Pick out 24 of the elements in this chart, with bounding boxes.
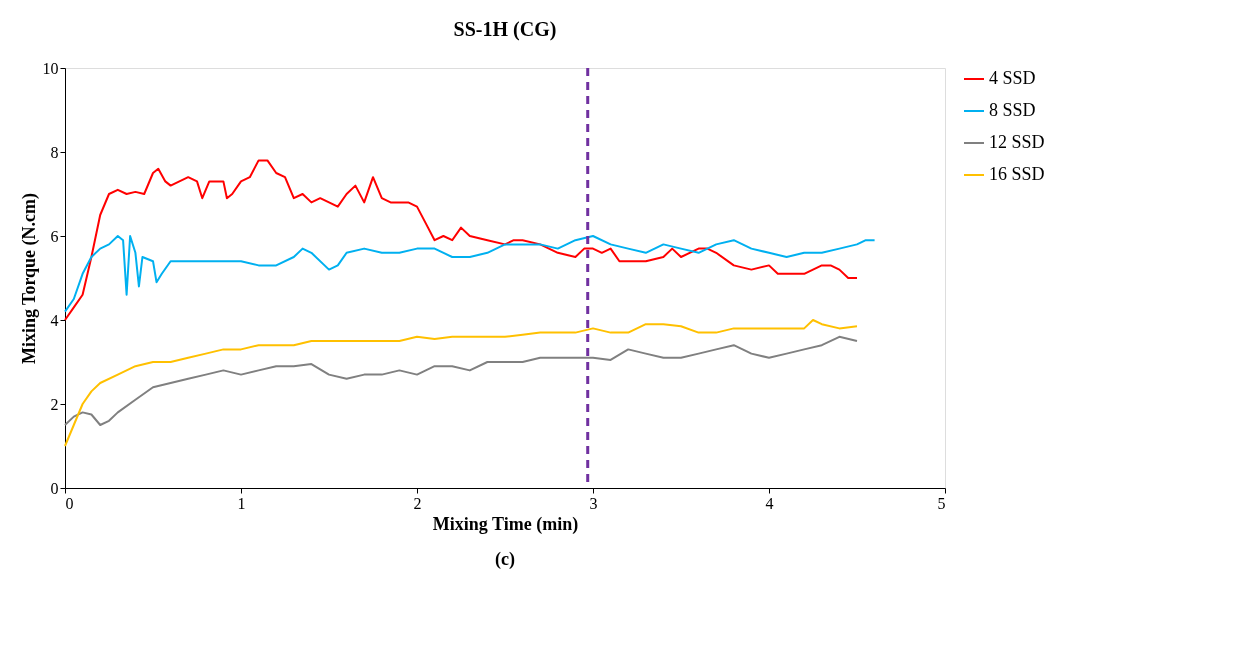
x-tick-label: 1: [237, 494, 246, 512]
x-tick-label: 5: [937, 494, 946, 512]
legend-label: 12 SSD: [989, 132, 1045, 152]
x-tick-label: 2: [413, 494, 422, 512]
line-series: [64, 159, 858, 321]
y-tick-label: 0: [50, 479, 59, 497]
legend-label: 8 SSD: [989, 100, 1036, 120]
y-tick-label: 6: [50, 227, 59, 245]
y-axis-title: Mixing Torque (N.cm): [18, 192, 40, 365]
y-tick-label: 8: [50, 143, 59, 161]
chart-title: SS-1H (CG): [453, 18, 557, 41]
x-axis-title: Mixing Time (min): [432, 513, 579, 535]
x-tick-label: 3: [589, 494, 598, 512]
y-tick-label: 10: [42, 59, 59, 77]
x-tick-label: 4: [765, 494, 774, 512]
y-tick-label: 2: [50, 395, 59, 413]
line-series: [64, 335, 858, 426]
text: (c): [495, 549, 515, 570]
legend-label: 16 SSD: [989, 164, 1045, 184]
line-series: [64, 319, 858, 447]
y-tick-label: 4: [50, 311, 59, 329]
legend-label: 4 SSD: [989, 68, 1036, 88]
line-series: [64, 235, 876, 313]
x-tick-label: 0: [65, 494, 74, 512]
